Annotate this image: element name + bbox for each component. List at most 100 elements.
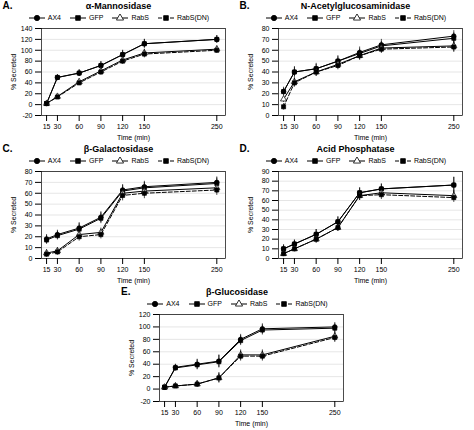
svg-text:60: 60 bbox=[193, 409, 201, 416]
svg-text:150: 150 bbox=[257, 409, 269, 416]
svg-text:Time (min): Time (min) bbox=[116, 134, 149, 142]
svg-text:70: 70 bbox=[261, 187, 269, 194]
svg-text:0: 0 bbox=[265, 112, 269, 119]
svg-text:80: 80 bbox=[24, 168, 32, 175]
html-text:N-Acetylglucosaminidase: N-Acetylglucosaminidase bbox=[300, 1, 411, 11]
svg-text:40: 40 bbox=[261, 68, 269, 75]
svg-text:0: 0 bbox=[28, 255, 32, 262]
svg-text:30: 30 bbox=[261, 79, 269, 86]
html-text:E.: E. bbox=[121, 286, 131, 297]
svg-text:% Secreted: % Secreted bbox=[10, 54, 17, 90]
svg-text:250: 250 bbox=[329, 409, 341, 416]
svg-text:60: 60 bbox=[75, 123, 83, 130]
svg-text:250: 250 bbox=[210, 123, 222, 130]
svg-text:70: 70 bbox=[261, 36, 269, 43]
svg-text:250: 250 bbox=[210, 266, 222, 273]
svg-text:120: 120 bbox=[353, 123, 365, 130]
html-text:A.: A. bbox=[2, 0, 13, 11]
svg-text:80: 80 bbox=[24, 57, 32, 64]
svg-text:30: 30 bbox=[290, 266, 298, 273]
svg-text:20: 20 bbox=[261, 90, 269, 97]
svg-text:150: 150 bbox=[375, 123, 387, 130]
svg-text:80: 80 bbox=[143, 336, 151, 343]
html-text:Acid Phosphatase: Acid Phosphatase bbox=[316, 144, 395, 154]
svg-text:60: 60 bbox=[312, 266, 320, 273]
svg-text:Time (min): Time (min) bbox=[353, 134, 386, 142]
svg-text:20: 20 bbox=[24, 233, 32, 240]
svg-text:60: 60 bbox=[24, 189, 32, 196]
svg-text:80: 80 bbox=[261, 25, 269, 32]
svg-text:50: 50 bbox=[261, 206, 269, 213]
svg-text:50: 50 bbox=[24, 200, 32, 207]
svg-text:90: 90 bbox=[334, 266, 342, 273]
svg-text:70: 70 bbox=[24, 179, 32, 186]
svg-text:90: 90 bbox=[97, 266, 105, 273]
svg-text:0: 0 bbox=[265, 255, 269, 262]
html-text:D.: D. bbox=[239, 143, 250, 154]
svg-text:40: 40 bbox=[24, 211, 32, 218]
svg-text:Time (min): Time (min) bbox=[353, 277, 386, 285]
svg-text:30: 30 bbox=[53, 123, 61, 130]
svg-text:30: 30 bbox=[24, 222, 32, 229]
svg-text:60: 60 bbox=[75, 266, 83, 273]
svg-text:0: 0 bbox=[147, 385, 151, 392]
svg-text:60: 60 bbox=[143, 348, 151, 355]
svg-text:120: 120 bbox=[353, 266, 365, 273]
svg-text:Time (min): Time (min) bbox=[235, 420, 268, 428]
svg-text:250: 250 bbox=[447, 123, 459, 130]
html-text:B.: B. bbox=[239, 0, 250, 11]
svg-text:90: 90 bbox=[97, 123, 105, 130]
svg-text:40: 40 bbox=[24, 79, 32, 86]
svg-text:% Secreted: % Secreted bbox=[247, 54, 254, 90]
svg-text:% Secreted: % Secreted bbox=[10, 197, 17, 233]
svg-text:15: 15 bbox=[279, 266, 287, 273]
svg-text:15: 15 bbox=[279, 123, 287, 130]
svg-text:90: 90 bbox=[261, 168, 269, 175]
svg-text:10: 10 bbox=[261, 245, 269, 252]
svg-text:20: 20 bbox=[24, 90, 32, 97]
svg-text:15: 15 bbox=[42, 266, 50, 273]
svg-text:60: 60 bbox=[261, 197, 269, 204]
svg-text:250: 250 bbox=[447, 266, 459, 273]
svg-text:30: 30 bbox=[261, 226, 269, 233]
html-text:β-Glucosidase: β-Glucosidase bbox=[206, 287, 268, 297]
svg-text:120: 120 bbox=[20, 36, 32, 43]
svg-text:150: 150 bbox=[138, 123, 150, 130]
svg-text:-20: -20 bbox=[140, 398, 150, 405]
svg-text:40: 40 bbox=[143, 360, 151, 367]
svg-text:80: 80 bbox=[261, 177, 269, 184]
svg-text:30: 30 bbox=[53, 266, 61, 273]
svg-text:20: 20 bbox=[261, 235, 269, 242]
svg-text:120: 120 bbox=[235, 409, 247, 416]
svg-text:60: 60 bbox=[261, 46, 269, 53]
svg-text:Time (min): Time (min) bbox=[116, 277, 149, 285]
svg-text:120: 120 bbox=[116, 123, 128, 130]
svg-text:150: 150 bbox=[375, 266, 387, 273]
svg-text:150: 150 bbox=[138, 266, 150, 273]
svg-text:% Secreted: % Secreted bbox=[247, 197, 254, 233]
svg-text:0: 0 bbox=[28, 101, 32, 108]
svg-text:15: 15 bbox=[42, 123, 50, 130]
svg-text:60: 60 bbox=[24, 68, 32, 75]
svg-text:60: 60 bbox=[312, 123, 320, 130]
svg-text:10: 10 bbox=[24, 244, 32, 251]
svg-text:30: 30 bbox=[172, 409, 180, 416]
svg-text:10: 10 bbox=[261, 101, 269, 108]
svg-text:100: 100 bbox=[20, 46, 32, 53]
svg-text:90: 90 bbox=[215, 409, 223, 416]
svg-text:20: 20 bbox=[143, 373, 151, 380]
svg-text:30: 30 bbox=[290, 123, 298, 130]
svg-text:% Secreted: % Secreted bbox=[128, 340, 135, 376]
svg-text:50: 50 bbox=[261, 57, 269, 64]
svg-text:15: 15 bbox=[161, 409, 169, 416]
html-text:α-Mannosidase: α-Mannosidase bbox=[85, 1, 152, 11]
svg-text:120: 120 bbox=[139, 311, 151, 318]
svg-text:140: 140 bbox=[20, 25, 32, 32]
svg-text:-20: -20 bbox=[22, 112, 32, 119]
svg-text:40: 40 bbox=[261, 216, 269, 223]
html-text:C.: C. bbox=[2, 143, 13, 154]
html-text:β-Galactosidase: β-Galactosidase bbox=[83, 144, 154, 154]
svg-text:90: 90 bbox=[334, 123, 342, 130]
svg-text:100: 100 bbox=[139, 323, 151, 330]
svg-text:120: 120 bbox=[116, 266, 128, 273]
